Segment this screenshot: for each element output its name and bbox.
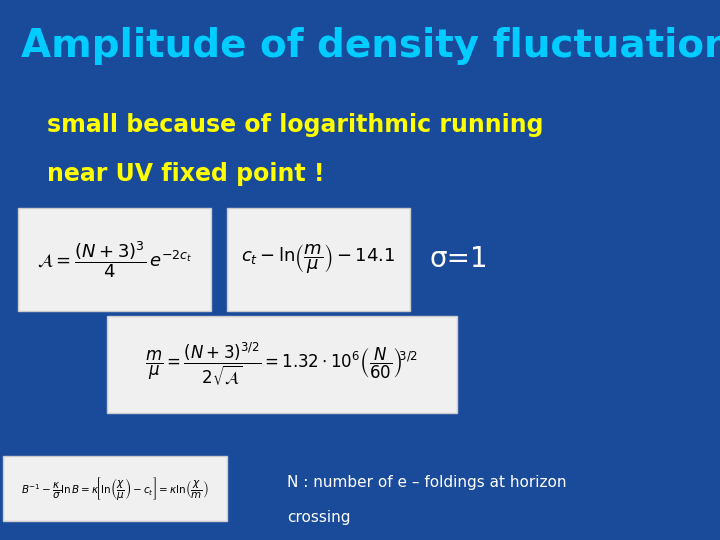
- Text: σ=1: σ=1: [430, 245, 489, 273]
- FancyBboxPatch shape: [18, 208, 212, 310]
- FancyBboxPatch shape: [3, 456, 227, 521]
- Text: near UV fixed point !: near UV fixed point !: [47, 162, 325, 186]
- FancyBboxPatch shape: [107, 316, 456, 413]
- Text: crossing: crossing: [287, 510, 351, 525]
- Text: $c_t - \ln\!\left(\dfrac{m}{\mu}\right) - 14.1$: $c_t - \ln\!\left(\dfrac{m}{\mu}\right) …: [241, 242, 395, 276]
- Text: small because of logarithmic running: small because of logarithmic running: [47, 113, 544, 137]
- Text: $B^{-1} - \dfrac{\kappa}{\sigma}\ln B = \kappa\!\left[\ln\!\left(\dfrac{\chi}{\m: $B^{-1} - \dfrac{\kappa}{\sigma}\ln B = …: [21, 475, 209, 502]
- Text: Amplitude of density fluctuations: Amplitude of density fluctuations: [21, 27, 720, 65]
- FancyBboxPatch shape: [227, 208, 410, 310]
- Text: $\dfrac{m}{\mu} = \dfrac{(N+3)^{3/2}}{2\sqrt{\mathcal{A}}} = 1.32 \cdot 10^6 \le: $\dfrac{m}{\mu} = \dfrac{(N+3)^{3/2}}{2\…: [145, 341, 418, 388]
- Text: N : number of e – foldings at horizon: N : number of e – foldings at horizon: [287, 475, 567, 490]
- Text: $\mathcal{A} = \dfrac{(N+3)^3}{4}\,e^{-2c_t}$: $\mathcal{A} = \dfrac{(N+3)^3}{4}\,e^{-2…: [37, 239, 192, 280]
